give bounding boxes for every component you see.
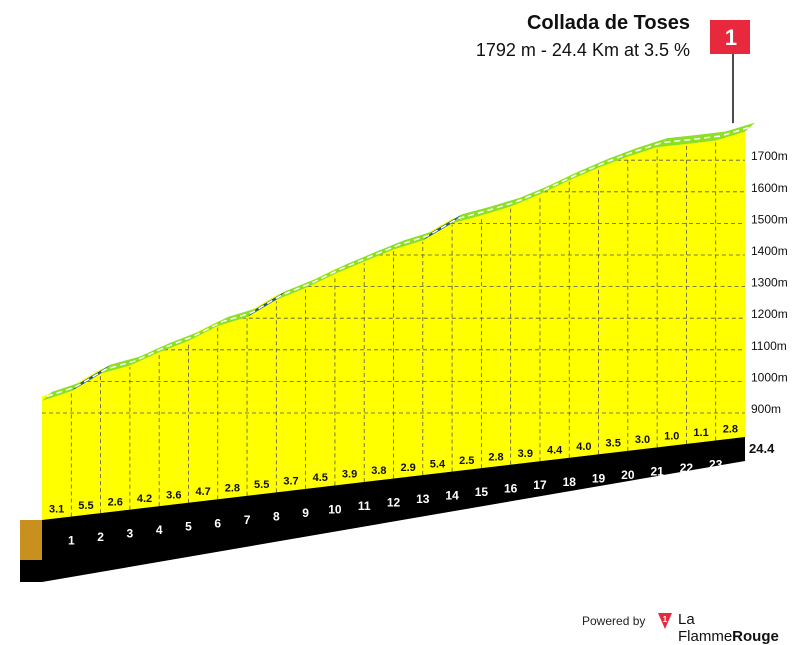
- gradient-label: 2.8: [723, 424, 738, 436]
- gradient-label: 1.1: [693, 427, 708, 439]
- gradient-label: 4.2: [137, 493, 152, 505]
- road-segment: [217, 308, 258, 326]
- altitude-tick-label: 1000m: [751, 370, 788, 384]
- gradient-label: 2.6: [108, 496, 123, 508]
- km-label: 12: [387, 496, 401, 510]
- gradient-label: 5.4: [430, 458, 446, 470]
- km-label: 3: [127, 527, 134, 541]
- km-label: 21: [650, 464, 664, 478]
- km-label: 8: [273, 509, 280, 523]
- gradient-label: 4.4: [547, 444, 563, 456]
- km-label: 6: [214, 516, 221, 530]
- gradient-label: 5.5: [254, 479, 269, 491]
- gradient-label: 2.9: [400, 462, 415, 474]
- km-label: 19: [592, 471, 606, 485]
- gradient-label: 3.7: [283, 476, 298, 488]
- km-label: 20: [621, 468, 635, 482]
- road-segment: [539, 171, 580, 195]
- powered-by-label: Powered by: [582, 614, 646, 628]
- gradient-label: 3.1: [49, 503, 64, 515]
- road-segment: [393, 231, 433, 250]
- altitude-tick-label: 1300m: [751, 276, 788, 290]
- km-label: 15: [475, 485, 489, 499]
- altitude-tick-label: 1600m: [751, 181, 788, 195]
- road-centerline: [46, 126, 751, 398]
- chart-subtitle: 1792 m - 24.4 Km at 3.5 %: [475, 40, 690, 60]
- km-label: 9: [302, 506, 309, 520]
- altitude-tick-label: 1200m: [751, 307, 788, 321]
- summit-category-label: 1: [725, 25, 737, 50]
- km-label: 10: [328, 502, 342, 516]
- gradient-label: 3.8: [371, 465, 386, 477]
- km-label: 4: [156, 523, 163, 537]
- road-segment: [334, 252, 375, 274]
- total-distance-label: 24.4: [749, 441, 775, 456]
- gradient-label: 3.6: [166, 489, 181, 501]
- profile-side-base: [20, 560, 42, 582]
- km-label: 18: [563, 475, 577, 489]
- km-label: 2: [97, 530, 104, 544]
- gradient-label: 2.8: [488, 451, 503, 463]
- gradient-label: 3.9: [342, 469, 357, 481]
- altitude-tick-label: 1100m: [751, 339, 787, 353]
- altitude-tick-label: 1400m: [751, 244, 788, 258]
- chart-title: Collada de Toses: [526, 12, 690, 34]
- altitude-tick-label: 1700m: [751, 149, 788, 163]
- km-label: 1: [68, 534, 75, 548]
- altitude-tick-label: 900m: [751, 402, 781, 416]
- svg-text:1: 1: [663, 615, 668, 624]
- km-label: 14: [445, 489, 459, 503]
- altitude-tick-label: 1500m: [751, 212, 788, 226]
- road-segment: [569, 158, 609, 181]
- road-segment: [364, 240, 404, 262]
- flame-logo-icon: 1: [658, 613, 672, 629]
- km-label: 7: [244, 513, 251, 527]
- gradient-label: 4.0: [576, 441, 591, 453]
- km-label: 23: [709, 457, 723, 471]
- km-label: 5: [185, 520, 192, 534]
- gradient-label: 4.5: [313, 472, 328, 484]
- gradient-label: 5.5: [78, 500, 93, 512]
- gradient-label: 2.8: [225, 483, 240, 495]
- road-segment: [71, 364, 111, 392]
- km-label: 16: [504, 482, 518, 496]
- gradient-label: 2.5: [459, 455, 474, 467]
- gradient-label: 3.5: [606, 438, 621, 450]
- km-label: 17: [533, 478, 547, 492]
- summit-flag: [710, 20, 750, 54]
- gradient-label: 3.9: [518, 448, 533, 460]
- powered-by-footer: Powered by 1 La FlammeRouge: [560, 610, 790, 645]
- brand-name: La FlammeRouge: [678, 611, 779, 645]
- gradient-label: 4.7: [195, 486, 210, 498]
- profile-side-top: [20, 520, 42, 558]
- km-label: 13: [416, 492, 430, 506]
- km-label: 22: [680, 461, 694, 475]
- km-label: 11: [358, 499, 371, 513]
- gradient-label: 3.0: [635, 434, 650, 446]
- profile-base: [42, 437, 745, 582]
- gradient-label: 1.0: [664, 431, 679, 443]
